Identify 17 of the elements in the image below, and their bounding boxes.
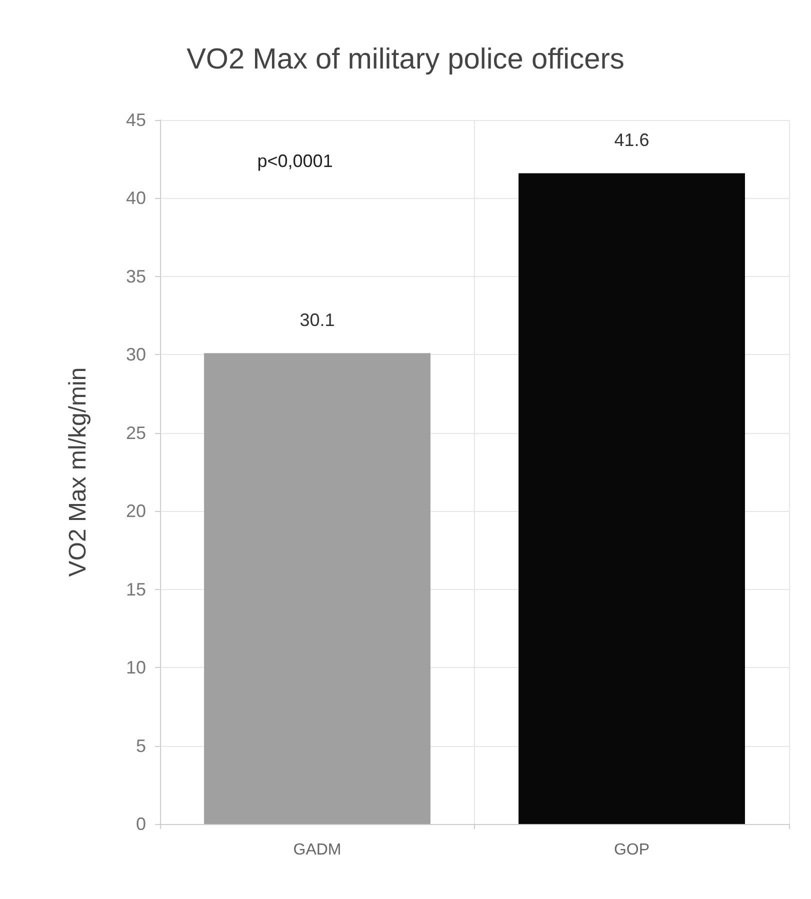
y-axis-title: VO2 Max ml/kg/min [64, 367, 92, 577]
y-tick-label: 10 [126, 658, 146, 678]
y-tick-label: 25 [126, 422, 146, 443]
y-tick-label: 20 [126, 501, 146, 522]
y-tick-label: 15 [126, 579, 146, 600]
data-label: 41.6 [614, 130, 650, 150]
y-tick-label: 45 [126, 110, 146, 130]
annotation: p<0,0001 [257, 151, 333, 171]
chart-title: VO2 Max of military police officers [186, 44, 624, 76]
y-tick-label: 0 [136, 814, 146, 834]
x-tick-label: GOP [614, 842, 650, 858]
y-tick-label: 30 [126, 344, 146, 365]
y-tick-label: 5 [136, 736, 146, 756]
y-tick-label: 35 [126, 266, 146, 286]
x-tick-label: GADM [293, 842, 342, 858]
y-tick-label: 40 [126, 188, 146, 208]
data-label: 30.1 [300, 310, 335, 330]
